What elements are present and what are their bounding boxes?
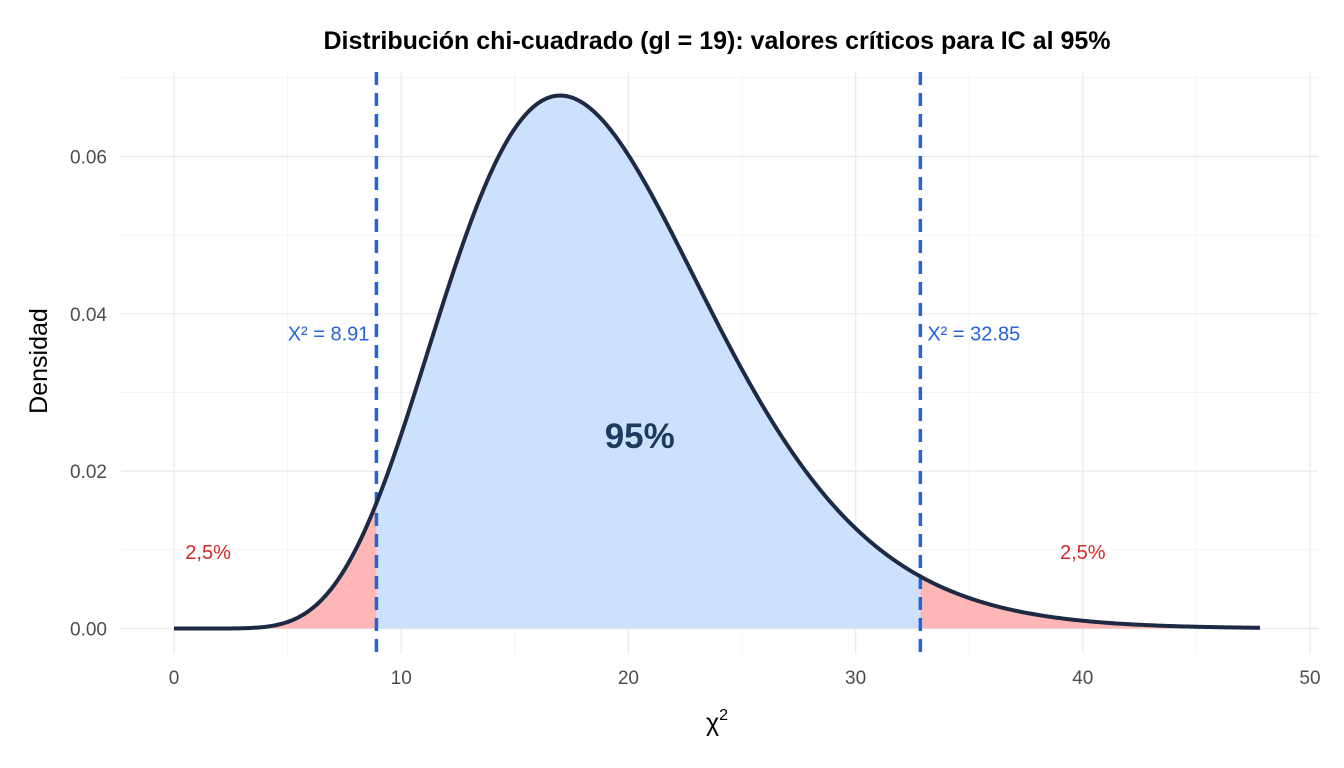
x-tick-label: 50 — [1299, 668, 1320, 689]
x-axis-label: χ2 — [706, 707, 728, 737]
lower-tail-label: 2,5% — [185, 542, 231, 564]
y-axis-label: Densidad — [25, 308, 53, 414]
y-tick-label: 0.00 — [70, 620, 107, 641]
density-curve — [174, 93, 1261, 631]
x-tick-label: 30 — [845, 668, 866, 689]
upper-tail-label: 2,5% — [1060, 542, 1106, 564]
upper-tail-fill — [920, 576, 1261, 629]
y-axis-ticks: 0.00 0.02 0.04 0.06 — [70, 148, 107, 641]
y-tick-label: 0.06 — [70, 148, 107, 169]
x-tick-label: 10 — [391, 668, 412, 689]
y-tick-label: 0.04 — [70, 305, 107, 326]
center-region-fill — [376, 95, 921, 629]
center-label: 95% — [605, 417, 675, 456]
critical-value-label-1: Χ² = 8.91 — [288, 324, 370, 346]
x-axis-ticks: 0 10 20 30 40 50 — [169, 668, 1321, 689]
x-tick-label: 0 — [169, 668, 180, 689]
annotations: Χ² = 8.91 Χ² = 32.85 2,5% 95% 2,5% — [185, 324, 1106, 565]
x-tick-label: 40 — [1072, 668, 1093, 689]
critical-value-label-2: Χ² = 32.85 — [927, 324, 1020, 346]
chart-title: Distribución chi-cuadrado (gl = 19): val… — [323, 27, 1110, 55]
y-tick-label: 0.02 — [70, 462, 107, 483]
critical-value-lines — [374, 72, 923, 654]
x-tick-label: 20 — [618, 668, 639, 689]
